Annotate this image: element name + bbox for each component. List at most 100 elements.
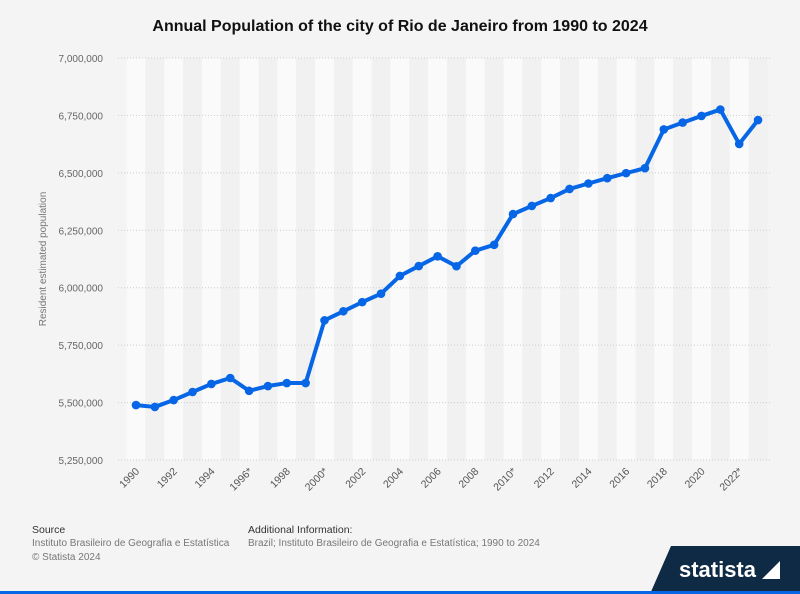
band [409, 58, 429, 460]
y-tick-label: 5,750,000 [59, 341, 104, 352]
x-tick-label: 1994 [193, 466, 218, 491]
x-tick-label: 2016 [607, 466, 632, 491]
band [126, 58, 146, 460]
data-point [452, 261, 461, 271]
band [145, 58, 165, 460]
band [447, 58, 466, 460]
statista-logo[interactable]: statista [650, 546, 800, 594]
y-tick-label: 6,500,000 [59, 169, 104, 180]
data-point [471, 246, 480, 256]
band [710, 58, 730, 460]
band [560, 58, 579, 460]
band [692, 58, 711, 460]
x-tick-label: 1992 [155, 466, 180, 491]
data-point [263, 381, 273, 391]
data-point [508, 209, 518, 219]
x-tick-label: 2014 [570, 466, 595, 491]
data-point [678, 118, 687, 127]
x-tick-label: 2012 [532, 466, 557, 491]
band [296, 58, 316, 460]
data-point [244, 386, 254, 396]
data-point [395, 271, 405, 281]
data-point [150, 402, 160, 412]
data-point [225, 373, 235, 383]
data-point [527, 201, 537, 211]
band [503, 58, 523, 460]
data-point [320, 316, 329, 325]
y-tick-label: 6,250,000 [59, 226, 104, 237]
info-text: Brazil; Instituto Brasileiro de Geografi… [248, 538, 540, 549]
data-point [734, 139, 744, 149]
data-point [565, 184, 574, 194]
band [578, 58, 598, 460]
band [352, 58, 372, 460]
band [673, 58, 693, 460]
x-tick-label: 2022* [717, 466, 745, 494]
source-block: Source Instituto Brasileiro de Geografia… [32, 523, 229, 565]
data-point [357, 297, 367, 307]
band [541, 58, 561, 460]
band [371, 58, 391, 460]
y-tick-label: 7,000,000 [59, 54, 104, 65]
data-point [433, 252, 442, 261]
band [315, 58, 334, 460]
bottom-accent-line [0, 591, 800, 594]
copyright: © Statista 2024 [32, 552, 101, 563]
band [220, 58, 240, 460]
band [616, 58, 636, 460]
data-point [207, 379, 216, 389]
data-point [169, 395, 178, 405]
x-tick-label: 2010* [491, 466, 519, 494]
source-label: Source [32, 524, 66, 536]
data-point [716, 105, 725, 114]
series-line [135, 107, 760, 409]
data-point [584, 179, 593, 188]
y-tick-label: 6,000,000 [59, 284, 104, 295]
x-tick-label: 2000* [303, 466, 331, 494]
data-point [697, 111, 706, 121]
band [164, 58, 184, 460]
band [465, 58, 485, 460]
data-point [621, 168, 631, 178]
band [729, 58, 749, 460]
data-point [753, 115, 763, 125]
x-tick-label: 2006 [419, 466, 444, 491]
y-axis-label: Resident estimated population [38, 192, 49, 327]
chart-title: Annual Population of the city of Rio de … [152, 18, 648, 35]
band [748, 58, 768, 460]
source-line: Instituto Brasileiro de Geografia e Esta… [32, 538, 230, 549]
data-point [376, 289, 386, 298]
x-tick-label: 1996* [227, 466, 255, 494]
x-tick-label: 2018 [645, 466, 670, 491]
x-tick-label: 2002 [343, 466, 368, 491]
band [390, 58, 410, 460]
band [258, 58, 278, 460]
y-tick-label: 6,750,000 [59, 111, 104, 122]
band [239, 58, 259, 460]
band [597, 58, 617, 460]
data-point [546, 193, 555, 203]
band [333, 58, 353, 460]
data-point [659, 125, 669, 134]
line-chart: 7,000,000 6,750,000 6,500,000 6,250,000 6,00… [38, 54, 770, 494]
band [183, 58, 202, 460]
data-point [301, 378, 310, 388]
data-point [339, 306, 348, 316]
logo-icon [762, 561, 780, 579]
data-point [282, 378, 292, 388]
band [522, 58, 542, 460]
x-tick-label: 1998 [268, 466, 293, 491]
x-tick-label: 1990 [117, 466, 142, 491]
x-tick-label: 2004 [381, 466, 406, 491]
band [654, 58, 674, 460]
band [277, 58, 297, 460]
y-tick-label: 5,500,000 [59, 399, 104, 410]
data-point [602, 173, 612, 183]
band [201, 58, 221, 460]
band [635, 58, 655, 460]
data-point [131, 400, 141, 410]
x-tick-label: 2020 [683, 466, 708, 491]
info-label: Additional Information: [248, 524, 353, 536]
data-point [188, 387, 197, 397]
y-tick-label: 5,250,000 [59, 456, 104, 467]
